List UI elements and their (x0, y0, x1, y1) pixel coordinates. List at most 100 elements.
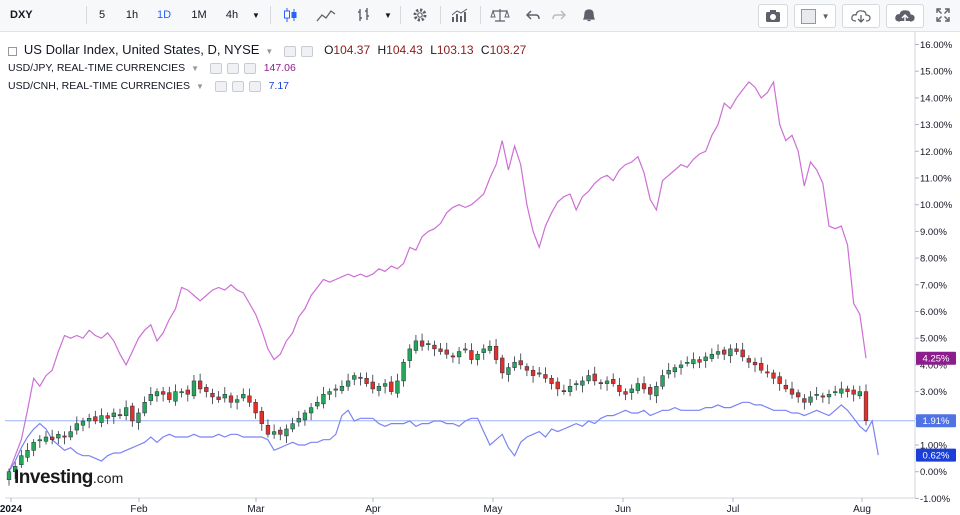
dxy-candle-body[interactable] (863, 391, 869, 421)
dxy-candle-body[interactable] (567, 386, 573, 392)
dxy-candle-body[interactable] (228, 395, 234, 403)
alert-button[interactable] (576, 4, 602, 26)
dxy-candle-body[interactable] (574, 383, 579, 386)
dxy-candle-body[interactable] (284, 428, 289, 437)
dxy-candle-body[interactable] (691, 359, 696, 365)
dxy-candle-body[interactable] (617, 384, 622, 392)
dxy-candle-body[interactable] (512, 361, 517, 368)
dxy-candle-body[interactable] (685, 361, 690, 364)
dxy-candle-body[interactable] (68, 431, 73, 438)
dxy-candle-body[interactable] (543, 374, 548, 379)
chevron-down-icon[interactable]: ▼ (195, 82, 204, 91)
dxy-candle-body[interactable] (456, 351, 462, 358)
dxy-candle-body[interactable] (370, 381, 375, 390)
dxy-candle-body[interactable] (450, 355, 456, 358)
fullscreen-button[interactable] (930, 4, 956, 26)
dxy-candle-body[interactable] (715, 351, 721, 355)
interval-1h-button[interactable]: 1h (125, 9, 139, 21)
dxy-candle-body[interactable] (487, 345, 493, 351)
dxy-candle-body[interactable] (814, 394, 819, 396)
dxy-candle-body[interactable] (660, 375, 665, 387)
dxy-candle-body[interactable] (789, 388, 795, 395)
dxy-candle-body[interactable] (561, 390, 567, 392)
dxy-candle-body[interactable] (641, 383, 647, 390)
dxy-candle-body[interactable] (444, 349, 449, 355)
dxy-candle-body[interactable] (604, 380, 610, 384)
dxy-candle-body[interactable] (586, 375, 591, 382)
dxy-candle-body[interactable] (327, 391, 332, 395)
dxy-candle-body[interactable] (500, 357, 505, 374)
close-icon[interactable] (243, 62, 256, 74)
dxy-candle-body[interactable] (389, 381, 394, 392)
dxy-candle-body[interactable] (148, 394, 153, 401)
dxy-candle-body[interactable] (87, 418, 92, 422)
dxy-candle-body[interactable] (204, 387, 209, 392)
dxy-candle-body[interactable] (796, 392, 801, 398)
dxy-candle-body[interactable] (56, 434, 61, 439)
dxy-candle-body[interactable] (598, 382, 604, 384)
dxy-candle-body[interactable] (321, 394, 326, 405)
dxy-candle-body[interactable] (216, 396, 221, 400)
dxy-candle-body[interactable] (666, 369, 671, 375)
dxy-candle-body[interactable] (62, 435, 67, 438)
dxy-candle-body[interactable] (37, 439, 42, 442)
dxy-candle-body[interactable] (278, 429, 283, 435)
dxy-candle-body[interactable] (123, 407, 129, 416)
dxy-candle-body[interactable] (740, 349, 745, 358)
dxy-candle-body[interactable] (802, 398, 807, 403)
dxy-candle-body[interactable] (678, 364, 684, 368)
dxy-candle-body[interactable] (167, 392, 172, 400)
dxy-candle-body[interactable] (265, 424, 271, 435)
dxy-candle-body[interactable] (833, 391, 838, 394)
dxy-candle-body[interactable] (259, 411, 264, 424)
dxy-candle-body[interactable] (555, 381, 560, 390)
dxy-candle-body[interactable] (222, 394, 227, 399)
dxy-candle-body[interactable] (6, 471, 12, 480)
dxy-candle-body[interactable] (185, 389, 190, 395)
dxy-candle-body[interactable] (234, 399, 240, 403)
interval-1d-button[interactable]: 1D (156, 9, 172, 21)
dxy-candle-body[interactable] (99, 415, 104, 423)
eye-toggle-icon[interactable] (214, 80, 227, 92)
chevron-down-icon[interactable]: ▼ (191, 64, 200, 73)
chart-type-dropdown[interactable]: ▼ (380, 4, 396, 26)
indicators-button[interactable] (312, 4, 340, 26)
dxy-candle-body[interactable] (524, 366, 530, 371)
dxy-candle-body[interactable] (271, 431, 277, 435)
dxy-candle-body[interactable] (80, 420, 86, 426)
dxy-candle-body[interactable] (611, 379, 616, 384)
dxy-candle-body[interactable] (697, 359, 702, 363)
dxy-candle-body[interactable] (530, 369, 536, 376)
studies-button[interactable] (446, 4, 474, 26)
dxy-candle-body[interactable] (808, 396, 813, 403)
dxy-candle-body[interactable] (592, 373, 597, 382)
dxy-candle-body[interactable] (142, 402, 147, 414)
dxy-candle-body[interactable] (210, 392, 215, 398)
dxy-candle-body[interactable] (19, 455, 24, 466)
dxy-candle-body[interactable] (709, 353, 715, 359)
dxy-candle-body[interactable] (130, 405, 135, 422)
dxy-candle-body[interactable] (728, 348, 733, 357)
compare-button[interactable] (350, 4, 378, 26)
dxy-candle-body[interactable] (746, 358, 752, 363)
dxy-candle-body[interactable] (518, 360, 523, 366)
dxy-candle-body[interactable] (179, 391, 184, 394)
candle-style-button[interactable] (276, 4, 304, 26)
dxy-candle-body[interactable] (580, 380, 585, 386)
dxy-candle-body[interactable] (771, 372, 776, 379)
symbol-search-button[interactable]: DXY (10, 9, 33, 21)
dxy-candle-body[interactable] (339, 386, 345, 391)
undo-button[interactable] (520, 4, 546, 26)
eye-toggle-icon[interactable] (209, 62, 222, 74)
main-series-name[interactable]: US Dollar Index, United States, D, NYSE (23, 42, 260, 57)
dxy-candle-body[interactable] (13, 466, 18, 472)
eye-toggle-icon[interactable] (284, 45, 297, 57)
dxy-candle-body[interactable] (302, 412, 308, 421)
settings-small-icon[interactable] (301, 45, 314, 57)
save-layout-button[interactable] (886, 4, 924, 28)
dxy-candle-body[interactable] (358, 376, 363, 379)
dxy-candle-body[interactable] (672, 367, 678, 373)
dxy-candle-body[interactable] (395, 380, 400, 394)
dxy-candle-body[interactable] (117, 414, 123, 417)
dxy-candle-body[interactable] (25, 450, 30, 458)
